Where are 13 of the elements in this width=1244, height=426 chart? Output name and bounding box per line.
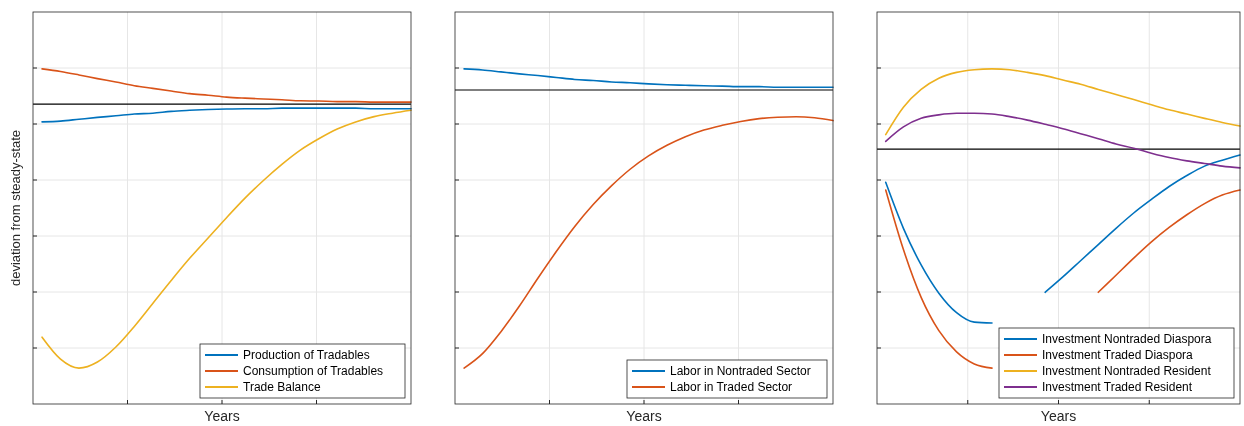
legend-label: Labor in Nontraded Sector	[670, 364, 811, 378]
x-axis-title: Years	[1040, 408, 1077, 424]
y-axis-title: deviation from steady-state	[8, 129, 23, 287]
legend-label: Investment Traded Diaspora	[1042, 348, 1194, 362]
legend-label: Investment Nontraded Diaspora	[1042, 332, 1212, 346]
legend-label: Labor in Traded Sector	[670, 380, 793, 394]
legend-label: Trade Balance	[243, 380, 321, 394]
legend-label: Production of Tradables	[243, 348, 370, 362]
x-axis-title: Years	[204, 408, 240, 424]
legend-label: Investment Traded Resident	[1042, 380, 1193, 394]
x-axis-title: Years	[626, 408, 662, 424]
legend-label: Investment Nontraded Resident	[1042, 364, 1212, 378]
legend-label: Consumption of Tradables	[243, 364, 384, 378]
